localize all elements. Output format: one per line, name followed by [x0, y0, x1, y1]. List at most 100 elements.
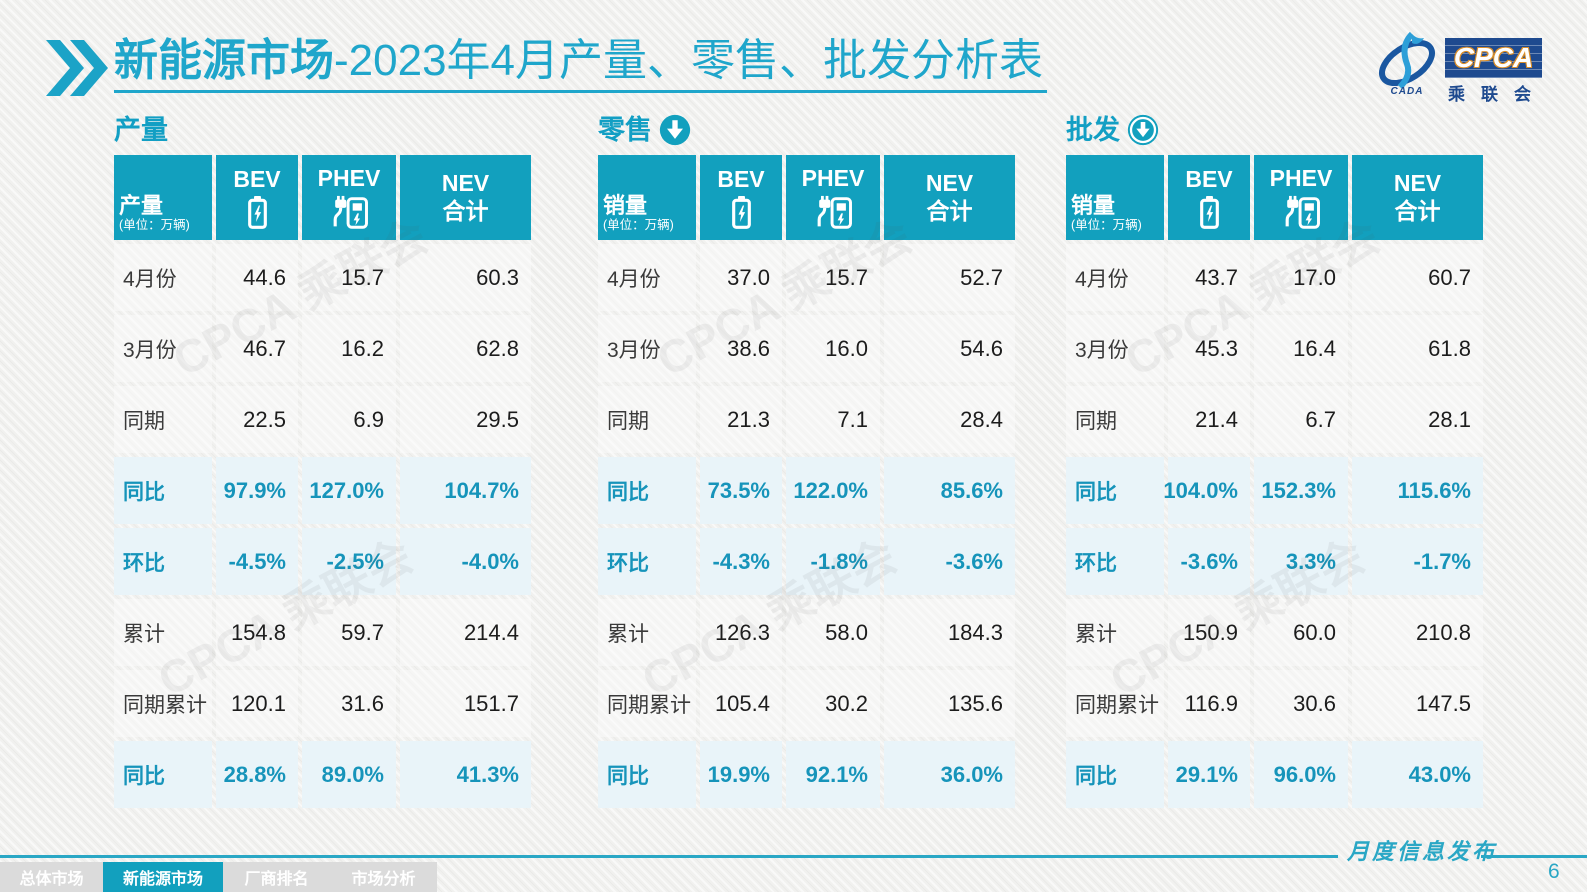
value-cell: 54.6	[884, 315, 1015, 382]
value-cell: 210.8	[1352, 599, 1483, 666]
value-cell: 43.7	[1168, 244, 1250, 311]
value-cell: 60.0	[1254, 599, 1348, 666]
retail-grid: 销量 (单位：万辆) BEV PHEV NEV 合计 4月份 37.0 15.7 52.7 3月份 3…	[598, 155, 1015, 808]
value-cell: -2.5%	[302, 528, 396, 595]
bottom-nav: 总体市场 新能源市场 厂商排名 市场分析	[0, 862, 437, 892]
tab-总体市场[interactable]: 总体市场	[19, 871, 84, 888]
value-cell: 19.9%	[700, 741, 782, 808]
column-header-bev: BEV	[700, 155, 782, 240]
unit-sub: (单位：万辆)	[119, 218, 190, 232]
battery-icon	[247, 196, 268, 229]
column-label2: 合计	[926, 197, 973, 224]
unit-sub: (单位：万辆)	[603, 218, 674, 232]
tab-市场分析[interactable]: 市场分析	[351, 871, 416, 888]
unit-label: 销量	[1071, 192, 1116, 218]
row-label-cell: 环比	[114, 528, 212, 595]
value-cell: 3.3%	[1254, 528, 1348, 595]
value-cell: -1.7%	[1352, 528, 1483, 595]
value-cell: -3.6%	[1168, 528, 1250, 595]
row-label-cell: 同比	[1066, 741, 1164, 808]
value-cell: 61.8	[1352, 315, 1483, 382]
retail-section-header: 零售	[598, 112, 1015, 148]
value-cell: 45.3	[1168, 315, 1250, 382]
value-cell: 89.0%	[302, 741, 396, 808]
column-label: BEV	[233, 166, 281, 192]
value-cell: -4.0%	[400, 528, 531, 595]
row-label-cell: 同期	[1066, 386, 1164, 453]
value-cell: 122.0%	[786, 457, 880, 524]
section-title: 零售	[598, 114, 652, 145]
value-cell: 43.0%	[1352, 741, 1483, 808]
tab-新能源市场[interactable]: 新能源市场	[103, 862, 223, 892]
row-label-cell: 4月份	[1066, 244, 1164, 311]
row-label-cell: 同期累计	[598, 670, 696, 737]
production-section-header: 产量	[114, 112, 531, 148]
row-label-cell: 4月份	[114, 244, 212, 311]
value-cell: -4.5%	[216, 528, 298, 595]
column-label: NEV	[925, 169, 974, 196]
value-cell: 147.5	[1352, 670, 1483, 737]
footer-note: 月度信息发布	[1347, 839, 1498, 864]
value-cell: 59.7	[302, 599, 396, 666]
row-label-cell: 环比	[1066, 528, 1164, 595]
value-cell: 16.0	[786, 315, 880, 382]
value-cell: 92.1%	[786, 741, 880, 808]
value-cell: 28.4	[884, 386, 1015, 453]
unit-label: 销量	[603, 192, 648, 218]
value-cell: 29.1%	[1168, 741, 1250, 808]
page-title-market: 新能源市场	[114, 36, 334, 85]
value-cell: 31.6	[302, 670, 396, 737]
column-label: NEV	[1393, 169, 1442, 196]
value-cell: 96.0%	[1254, 741, 1348, 808]
row-label-cell: 累计	[598, 599, 696, 666]
value-cell: 29.5	[400, 386, 531, 453]
value-cell: 15.7	[786, 244, 880, 311]
value-cell: 46.7	[216, 315, 298, 382]
row-label-cell: 环比	[598, 528, 696, 595]
value-cell: 126.3	[700, 599, 782, 666]
value-cell: 6.9	[302, 386, 396, 453]
footer-line-right	[1481, 855, 1587, 858]
value-cell: 73.5%	[700, 457, 782, 524]
column-header-phev: PHEV	[786, 155, 880, 240]
value-cell: -1.8%	[786, 528, 880, 595]
value-cell: 151.7	[400, 670, 531, 737]
row-label-cell: 同期累计	[114, 670, 212, 737]
value-cell: 85.6%	[884, 457, 1015, 524]
value-cell: 16.2	[302, 315, 396, 382]
value-cell: 105.4	[700, 670, 782, 737]
value-cell: 21.4	[1168, 386, 1250, 453]
charger-icon	[813, 195, 853, 230]
table-unit-header: 销量 (单位：万辆)	[598, 155, 696, 240]
production-table: 产量 产量 (单位：万辆) BEV PHEV NEV 合计 4月份 44.6 15.7 60.3 3…	[114, 112, 531, 812]
value-cell: 214.4	[400, 599, 531, 666]
column-header-nev: NEV 合计	[1352, 155, 1483, 240]
row-label-cell: 累计	[1066, 599, 1164, 666]
value-cell: 52.7	[884, 244, 1015, 311]
value-cell: 17.0	[1254, 244, 1348, 311]
value-cell: -4.3%	[700, 528, 782, 595]
value-cell: 41.3%	[400, 741, 531, 808]
value-cell: 22.5	[216, 386, 298, 453]
page-title: 新能源市场-2023年4月产量、零售、批发分析表	[114, 36, 1048, 93]
value-cell: 21.3	[700, 386, 782, 453]
value-cell: 154.8	[216, 599, 298, 666]
table-unit-header: 销量 (单位：万辆)	[1066, 155, 1164, 240]
column-header-nev: NEV 合计	[884, 155, 1015, 240]
column-label: PHEV	[317, 165, 381, 191]
down-arrow-icon	[1127, 114, 1159, 146]
tab-厂商排名[interactable]: 厂商排名	[244, 871, 309, 888]
column-header-phev: PHEV	[302, 155, 396, 240]
column-label2: 合计	[442, 197, 489, 224]
row-label-cell: 同期累计	[1066, 670, 1164, 737]
wholesale-section-header: 批发	[1066, 112, 1483, 148]
column-header-bev: BEV	[216, 155, 298, 240]
cpca-logo: CADA CPCA 乘联会	[1368, 22, 1553, 104]
column-label: PHEV	[1269, 165, 1333, 191]
value-cell: 7.1	[786, 386, 880, 453]
double-chevron-icon	[44, 40, 108, 96]
value-cell: 28.1	[1352, 386, 1483, 453]
row-label-cell: 累计	[114, 599, 212, 666]
column-header-bev: BEV	[1168, 155, 1250, 240]
